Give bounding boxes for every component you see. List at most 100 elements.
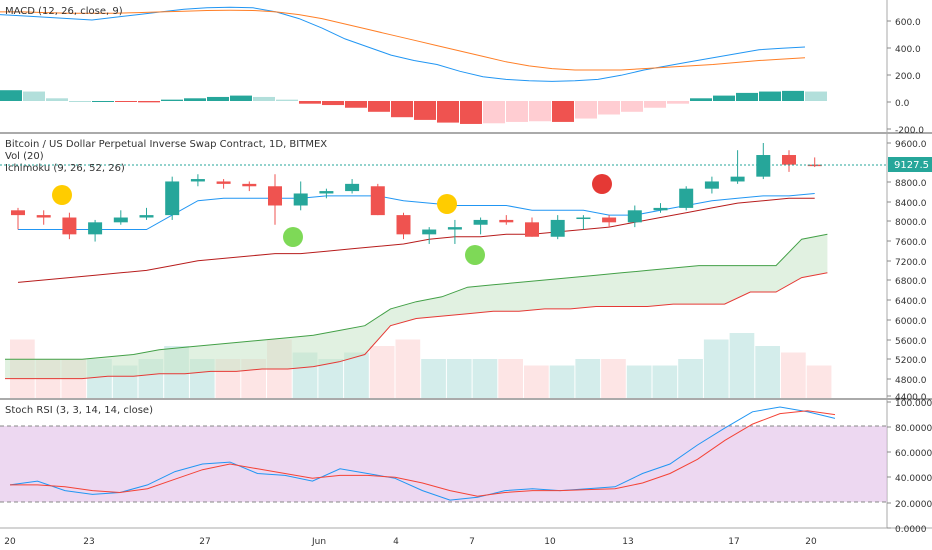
volume-bar xyxy=(781,352,806,398)
price-y-axis[interactable]: 9600.0 8800.0 8400.0 8000.0 7600.0 7200.0 6800… xyxy=(887,140,927,403)
x-tick-label: 17 xyxy=(728,537,739,547)
macd-histogram-bar xyxy=(575,101,597,119)
x-tick-label: 13 xyxy=(622,537,633,547)
candle-body xyxy=(499,219,514,223)
macd-y-tick-label: 600.0 xyxy=(895,18,921,28)
price-y-tick-label: 8800.0 xyxy=(895,179,927,189)
x-tick-label: 20 xyxy=(4,537,16,547)
macd-histogram-bar xyxy=(368,101,390,112)
macd-histogram-bar xyxy=(483,101,505,124)
ichimoku-title: Ichimoku (9, 26, 52, 26) xyxy=(5,163,125,174)
candle-body xyxy=(293,193,308,206)
last-price-tag xyxy=(888,157,932,172)
macd-histogram-bar xyxy=(690,98,712,101)
macd-histogram-bar xyxy=(46,98,68,101)
candle-body xyxy=(550,219,565,237)
price-y-tick-label: 5200.0 xyxy=(895,356,927,366)
marker-red-1 xyxy=(592,174,612,194)
macd-histogram-bar xyxy=(138,101,160,103)
macd-y-tick-label: 200.0 xyxy=(895,72,921,82)
volume-bar xyxy=(318,359,344,398)
stoch-y-tick-label: 40.0000 xyxy=(895,474,932,484)
macd-histogram-bar xyxy=(644,101,666,108)
x-tick-label: 20 xyxy=(805,537,817,547)
price-y-tick-label: 4800.0 xyxy=(895,376,927,386)
volume-bar xyxy=(395,339,421,398)
candle-body xyxy=(730,176,745,182)
macd-histogram-bar xyxy=(506,101,528,122)
stoch-y-axis[interactable]: 100.0000 80.0000 60.0000 40.0000 20.0000 0.00… xyxy=(887,399,932,535)
macd-y-tick-label: 0.0 xyxy=(895,99,910,109)
candle-body xyxy=(704,181,719,189)
candle-body xyxy=(576,217,591,220)
macd-y-axis[interactable]: 600.0 400.0 200.0 0.0 -200.0 xyxy=(887,18,924,136)
macd-histogram-bar xyxy=(322,101,344,106)
macd-line xyxy=(0,6,806,82)
stoch-k-line xyxy=(9,406,836,501)
macd-histogram-bar xyxy=(299,101,321,104)
volume-bar xyxy=(446,359,472,398)
kijun-sen xyxy=(17,197,815,283)
macd-signal-line xyxy=(0,9,806,71)
volume-bar xyxy=(421,359,446,398)
macd-histogram xyxy=(0,90,827,124)
candle-body xyxy=(627,210,642,223)
macd-histogram-bar xyxy=(92,101,114,102)
last-price-label: 9127.5 xyxy=(894,160,929,171)
macd-histogram-bar xyxy=(805,91,827,101)
macd-histogram-bar xyxy=(621,101,643,112)
senkou-span-a xyxy=(5,233,828,360)
macd-histogram-bar xyxy=(529,101,551,122)
ichimoku-cloud xyxy=(5,234,828,379)
macd-histogram-bar xyxy=(736,92,758,101)
candle-body xyxy=(113,217,128,223)
candle-body xyxy=(370,186,385,216)
candle-body xyxy=(139,215,154,218)
stoch-title: Stoch RSI (3, 3, 14, 14, close) xyxy=(5,405,153,416)
candle-body xyxy=(88,222,103,235)
candle-body xyxy=(190,179,205,182)
x-tick-label: 10 xyxy=(544,537,556,547)
macd-histogram-bar xyxy=(115,101,137,102)
candle-body xyxy=(268,186,282,206)
volume-bar xyxy=(549,365,575,398)
volume-bar xyxy=(498,359,523,398)
macd-histogram-bar xyxy=(598,101,620,115)
candle-body xyxy=(242,183,257,187)
price-y-tick-label: 7200.0 xyxy=(895,258,927,268)
macd-histogram-bar xyxy=(161,99,183,101)
stoch-y-tick-label: 20.0000 xyxy=(895,500,932,510)
marker-yellow-2 xyxy=(437,194,457,214)
volume-bar xyxy=(703,339,729,398)
candles xyxy=(11,143,822,244)
x-tick-label: 27 xyxy=(199,537,210,547)
candle-body xyxy=(602,217,617,223)
volume-bar xyxy=(575,359,601,398)
volume-bar xyxy=(472,359,498,398)
macd-histogram-bar xyxy=(437,101,459,123)
candle-body xyxy=(679,188,694,208)
macd-histogram-bar xyxy=(391,101,413,118)
stoch-y-tick-label: 60.0000 xyxy=(895,449,932,459)
price-y-tick-label: 9600.0 xyxy=(895,140,927,150)
main-title: Bitcoin / US Dollar Perpetual Inverse Sw… xyxy=(5,139,327,150)
macd-histogram-bar xyxy=(0,90,22,101)
price-y-tick-label: 4400.0 xyxy=(895,393,927,403)
macd-title: MACD (12, 26, close, 9) xyxy=(5,6,123,17)
macd-histogram-bar xyxy=(253,96,275,101)
volume-bar xyxy=(344,352,369,398)
time-x-axis[interactable]: 20 23 27 Jun 4 7 10 13 17 20 xyxy=(4,537,817,547)
price-y-tick-label: 5600.0 xyxy=(895,337,927,347)
macd-histogram-bar xyxy=(230,95,252,101)
x-tick-label: 7 xyxy=(469,537,475,547)
macd-histogram-bar xyxy=(713,95,735,101)
macd-histogram-bar xyxy=(276,99,298,101)
macd-histogram-bar xyxy=(23,91,45,101)
x-tick-label: 23 xyxy=(83,537,94,547)
macd-y-tick-label: -200.0 xyxy=(895,126,924,136)
price-y-tick-label: 6800.0 xyxy=(895,277,927,287)
volume-bar xyxy=(678,359,703,398)
candle-body xyxy=(319,191,334,194)
macd-histogram-bar xyxy=(414,101,436,120)
